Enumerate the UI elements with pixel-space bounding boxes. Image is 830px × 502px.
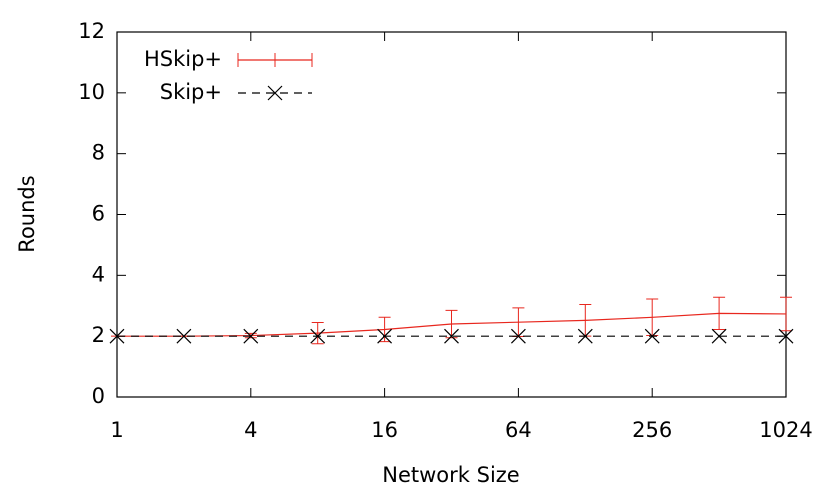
y-tick-label: 2: [92, 323, 105, 347]
point: [310, 328, 326, 344]
x-tick-label: 64: [505, 418, 532, 442]
point: [577, 328, 593, 344]
point: [711, 328, 727, 344]
legend-ends: [237, 53, 313, 67]
error-bar: [311, 321, 324, 345]
y-tick-label: 8: [92, 141, 105, 165]
point: [644, 328, 660, 344]
y-tick-label: 12: [78, 19, 105, 43]
x-tick-label: 1: [110, 418, 123, 442]
y-axis-label: Rounds: [15, 175, 39, 252]
point: [243, 328, 259, 344]
point: [109, 328, 125, 344]
x-tick-label: 256: [632, 418, 672, 442]
y-tick-label: 4: [92, 262, 105, 286]
x-tick-label: 1024: [759, 418, 812, 442]
point: [176, 328, 192, 344]
y-tick-label: 10: [78, 80, 105, 104]
point: [778, 328, 794, 344]
error-bar: [780, 296, 792, 332]
legend-label: Skip+: [160, 80, 222, 104]
point: [377, 328, 393, 344]
legend-label: HSkip+: [144, 47, 222, 71]
legend-marker: [267, 85, 283, 101]
point: [510, 328, 526, 344]
point: [444, 328, 459, 344]
error-bar: [445, 309, 458, 339]
error-bar: [713, 296, 726, 330]
x-tick-label: 4: [244, 418, 257, 442]
x-tick-label: 16: [371, 418, 398, 442]
x-axis-label: Network Size: [382, 463, 519, 487]
y-tick-label: 6: [92, 202, 105, 226]
error-bar: [378, 316, 391, 343]
y-tick-label: 0: [92, 384, 105, 408]
